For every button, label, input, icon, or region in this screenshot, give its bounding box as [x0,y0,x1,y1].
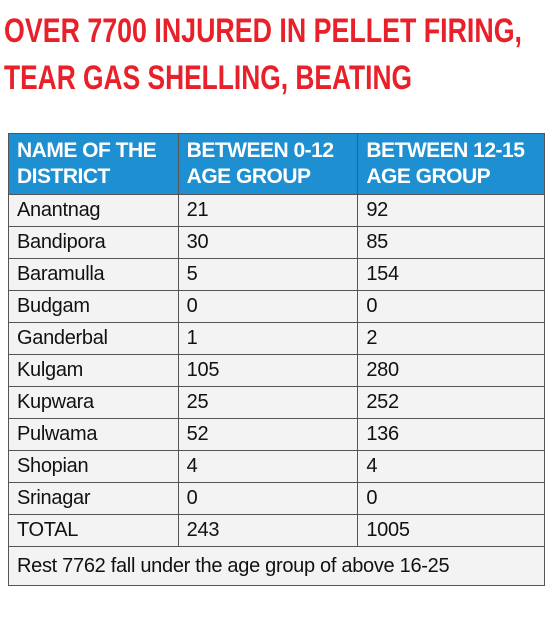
table-cell: Kulgam [8,354,179,387]
table-cell: Budgam [8,290,179,323]
footnote: Rest 7762 fall under the age group of ab… [8,546,545,586]
table-cell: 21 [177,194,359,227]
title-line: OVER 7700 INJURED IN PELLET FIRING, [4,12,522,50]
title-block: OVER 7700 INJURED IN PELLET FIRING, TEAR… [4,12,522,97]
title-line: TEAR GAS SHELLING, BEATING [4,59,412,97]
table-row: Budgam 0 0 [8,290,545,323]
table-cell: 1 [177,322,359,355]
table-cell: Anantnag [8,194,179,227]
table-cell: 0 [177,290,359,323]
table-cell: 154 [357,258,545,291]
table-cell: 1005 [357,514,545,547]
table-cell: Bandipora [8,226,179,259]
table-body: Anantnag 21 92 Bandipora 30 85 Baramulla 5 154 Bu… [8,194,545,586]
table-row: Shopian 4 4 [8,450,545,483]
table-cell: 30 [177,226,359,259]
table-row: Kupwara 25 252 [8,386,545,419]
table-cell: 243 [177,514,359,547]
table-cell: 92 [357,194,545,227]
table-cell: Baramulla [8,258,179,291]
table-cell: 25 [177,386,359,419]
table-row: Pulwama 52 136 [8,418,545,451]
table-cell: Srinagar [8,482,179,515]
table-row: Anantnag 21 92 [8,194,545,227]
table-cell: 105 [177,354,359,387]
table-cell: 136 [357,418,545,451]
table-cell: TOTAL [8,514,179,547]
table-cell: 2 [357,322,545,355]
column-header: BETWEEN 0-12 AGE GROUP [177,133,359,195]
table-row: Kulgam 105 280 [8,354,545,387]
table-cell: 280 [357,354,545,387]
table-cell: 52 [177,418,359,451]
table-cell: 4 [177,450,359,483]
table-cell: 252 [357,386,545,419]
table-cell: 0 [177,482,359,515]
table-cell: 0 [357,290,545,323]
table-cell: 4 [357,450,545,483]
table-row: Bandipora 30 85 [8,226,545,259]
table-cell: 0 [357,482,545,515]
column-header: BETWEEN 12-15 AGE GROUP [357,133,545,195]
table-cell: Kupwara [8,386,179,419]
footnote-row: Rest 7762 fall under the age group of ab… [8,546,545,586]
table-row: Ganderbal 1 2 [8,322,545,355]
table-cell: Ganderbal [8,322,179,355]
table-cell: Shopian [8,450,179,483]
table-row: Srinagar 0 0 [8,482,545,515]
table-row: Baramulla 5 154 [8,258,545,291]
column-header: NAME OF THE DISTRICT [8,133,179,195]
table-cell: 85 [357,226,545,259]
header-row: NAME OF THE DISTRICT BETWEEN 0-12 AGE GRO… [8,133,545,195]
table-cell: 5 [177,258,359,291]
table-row: TOTAL 243 1005 [8,514,545,547]
data-table: NAME OF THE DISTRICT BETWEEN 0-12 AGE GRO… [8,133,545,586]
table-cell: Pulwama [8,418,179,451]
